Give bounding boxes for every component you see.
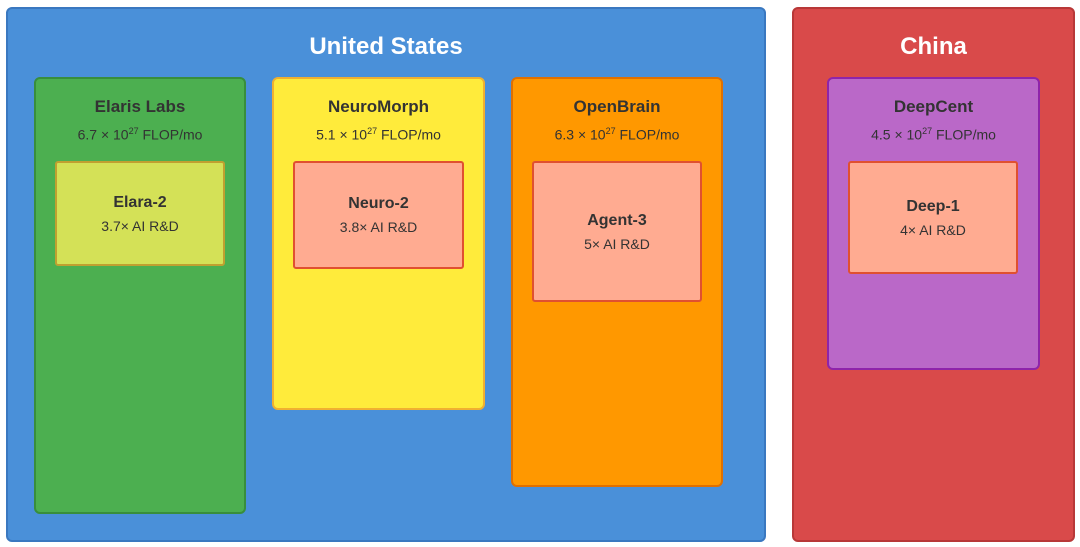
model-rd-multiplier: 3.7× AI R&D <box>101 217 179 234</box>
model-rd-multiplier: 4× AI R&D <box>900 221 966 238</box>
model-box: Elara-2 3.7× AI R&D <box>55 161 225 266</box>
model-rd-multiplier: 5× AI R&D <box>584 235 650 252</box>
lab-name: Elaris Labs <box>94 97 186 116</box>
lab-name: OpenBrain <box>573 97 661 116</box>
lab-box: Elaris Labs 6.7 × 1027 FLOP/mo <box>34 77 246 514</box>
country-title: China <box>900 33 967 60</box>
model-box: Agent-3 5× AI R&D <box>532 161 702 302</box>
country-title: United States <box>309 33 463 60</box>
model-name: Agent-3 <box>587 211 647 229</box>
lab-compute: 4.5 × 1027 FLOP/mo <box>871 126 996 143</box>
lab-compute: 6.3 × 1027 FLOP/mo <box>554 126 680 143</box>
model-box: Deep-1 4× AI R&D <box>848 161 1018 274</box>
model-name: Elara-2 <box>113 193 167 211</box>
lab-name: DeepCent <box>893 97 974 116</box>
model-name: Deep-1 <box>906 197 960 215</box>
model-rd-multiplier: 3.8× AI R&D <box>339 219 418 235</box>
model-name: Neuro-2 <box>348 195 409 212</box>
lab-compute: 5.1 × 1027 FLOP/mo <box>316 126 441 143</box>
model-box: Neuro-2 3.8× AI R&D <box>293 161 464 269</box>
lab-compute: 6.7 × 1027 FLOP/mo <box>77 126 203 143</box>
lab-name: NeuroMorph <box>327 97 430 116</box>
